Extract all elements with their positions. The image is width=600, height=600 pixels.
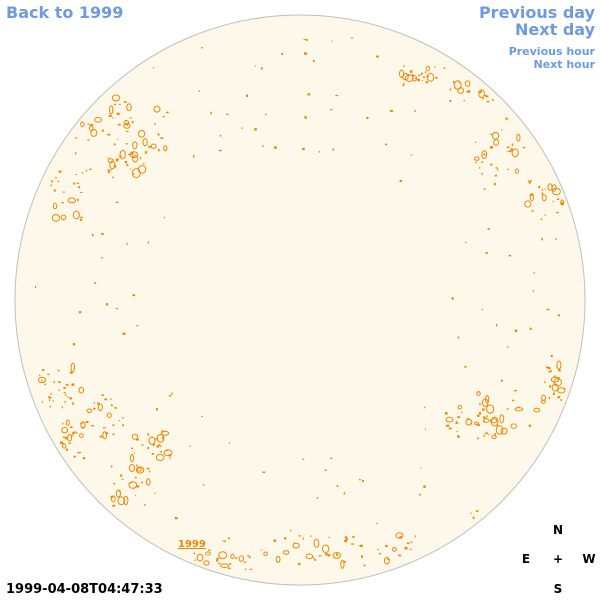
- next-day-link[interactable]: Next day: [515, 20, 595, 39]
- compass-north-label: N: [552, 523, 564, 537]
- previous-day-link[interactable]: Previous day: [478, 3, 595, 22]
- previous-hour-link[interactable]: Previous hour: [508, 45, 595, 58]
- compass-south-label: S: [553, 582, 563, 596]
- solar-disk: [14, 14, 586, 586]
- compass-east-label: E: [521, 552, 531, 566]
- compass-center-cross: +: [552, 552, 564, 566]
- compass-west-label: W: [582, 552, 596, 566]
- year-link[interactable]: 1999: [178, 539, 206, 550]
- observation-timestamp: 1999-04-08T04:47:33: [6, 582, 163, 597]
- next-hour-link[interactable]: Next hour: [533, 58, 596, 71]
- feature-contours: [35, 37, 566, 570]
- back-to-year-link[interactable]: Back to 1999: [6, 3, 124, 22]
